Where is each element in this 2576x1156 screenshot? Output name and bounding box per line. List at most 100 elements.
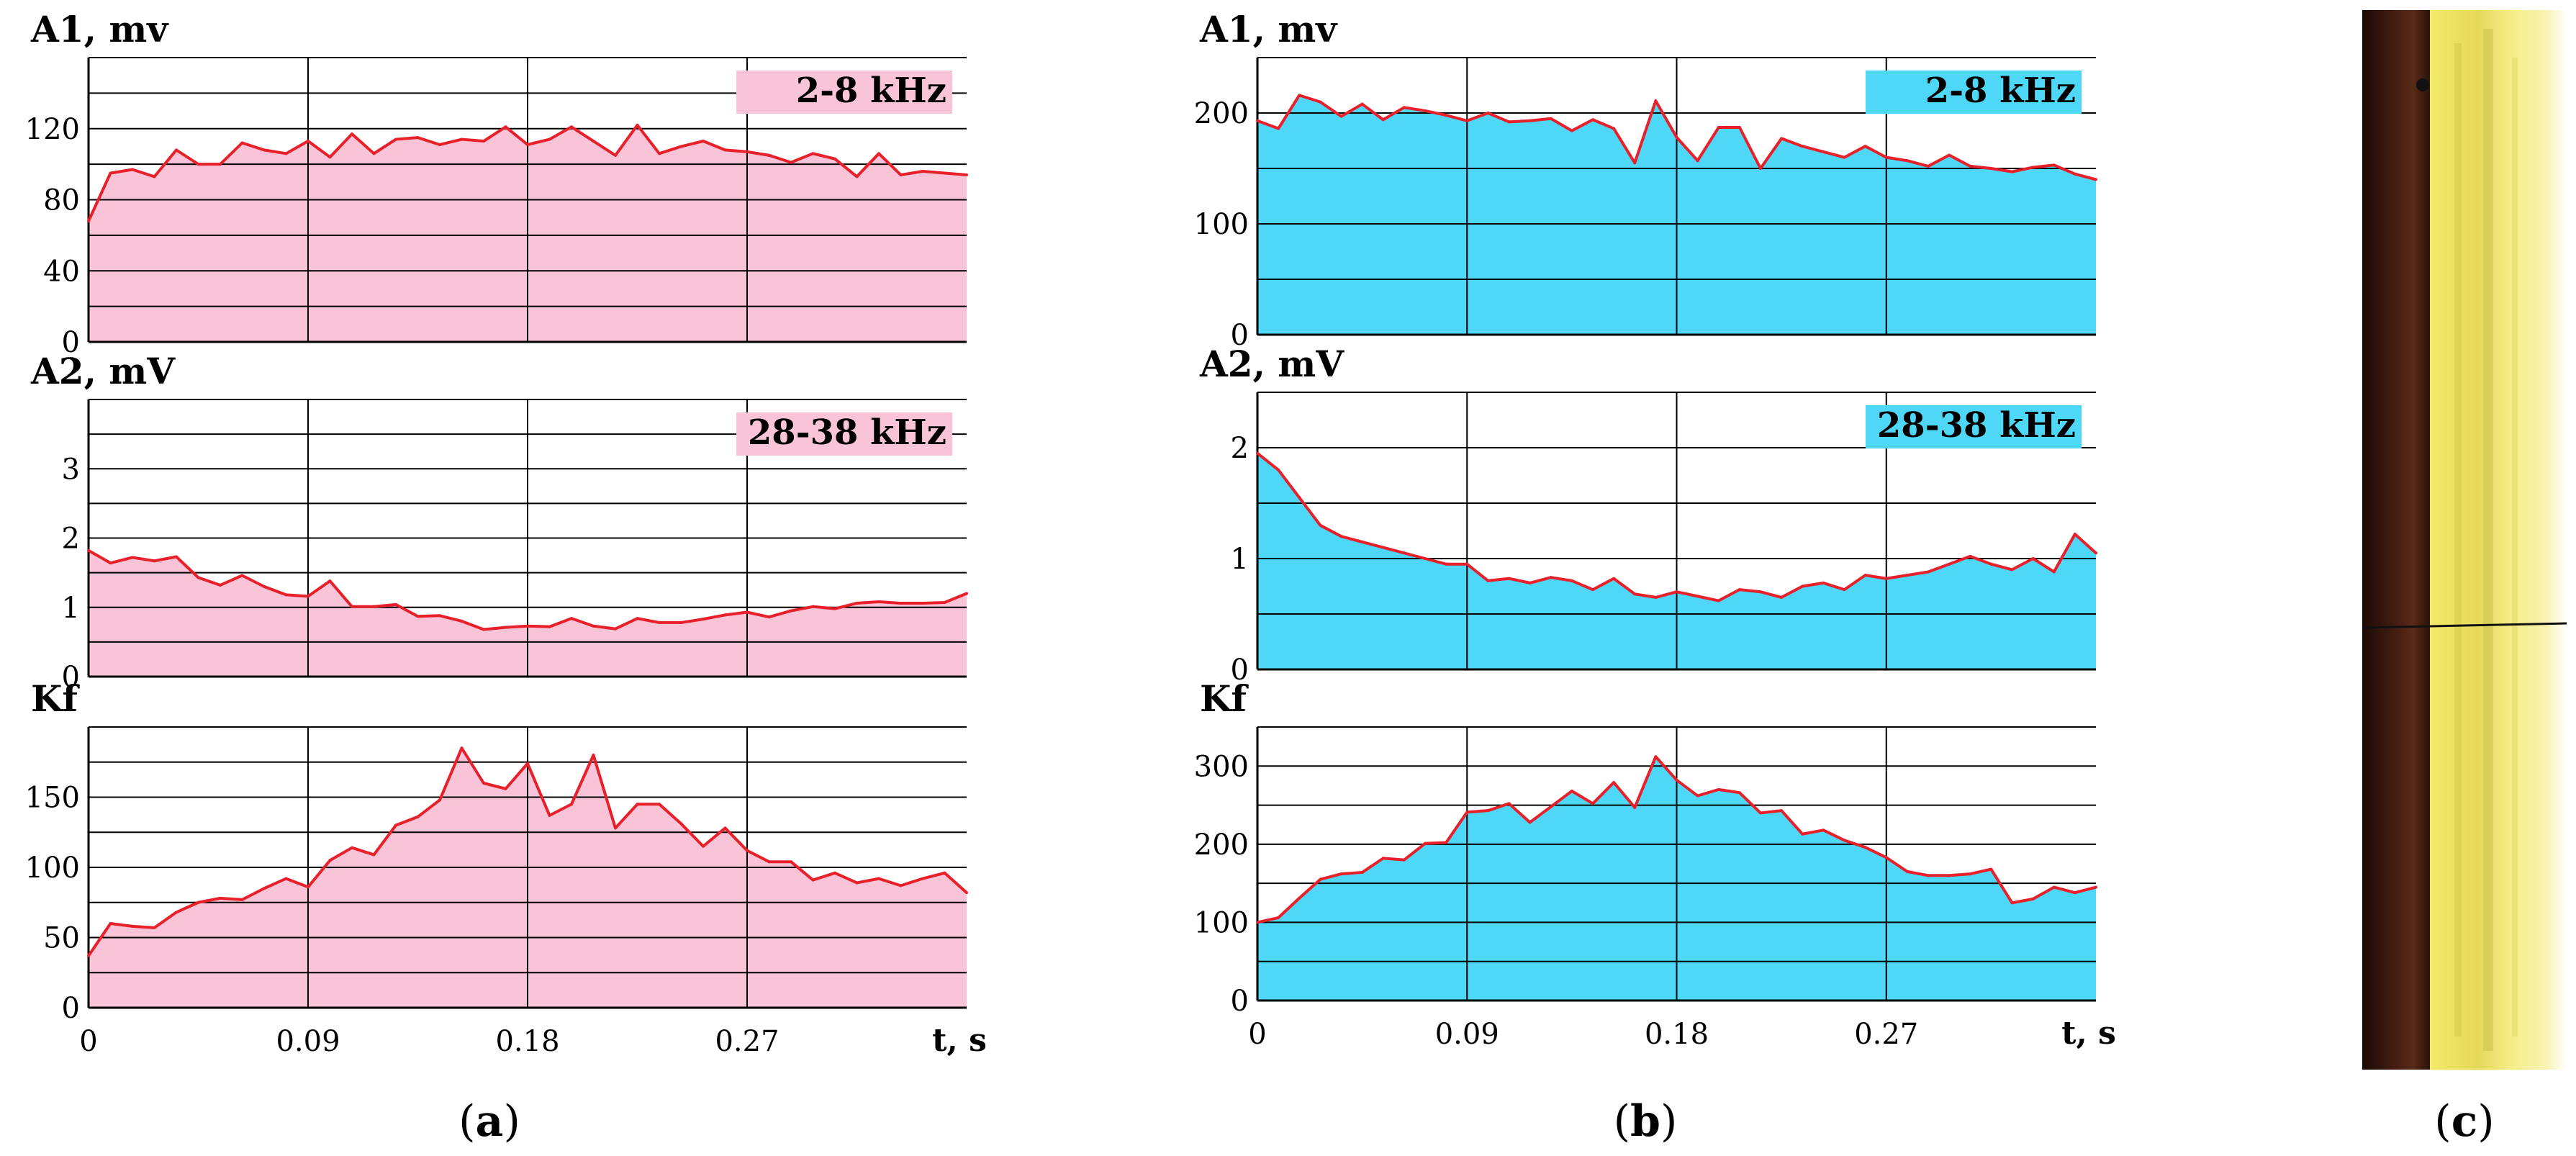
data-point [1633, 592, 1637, 596]
data-point [153, 559, 156, 563]
data-point [790, 161, 792, 164]
y-tick-label: 0 [62, 326, 80, 359]
band-label: 28-38 kHz [748, 412, 946, 453]
data-point [2073, 172, 2076, 176]
data-point [1319, 523, 1322, 527]
data-point [2073, 533, 2076, 536]
data-point [1905, 870, 1909, 873]
data-point [570, 125, 573, 129]
panel-label-c: (c) [2434, 1096, 2494, 1147]
data-point [1549, 805, 1553, 808]
y-tick-label: 40 [43, 255, 80, 288]
data-point [131, 168, 134, 171]
data-point [548, 813, 551, 817]
data-point [153, 175, 156, 179]
band-label: 28-38 kHz [1877, 405, 2076, 446]
data-point [307, 595, 309, 598]
data-point [1402, 858, 1406, 862]
data-point [416, 136, 420, 140]
y-tick-label: 300 [1194, 750, 1249, 783]
chart-b-4: 0 1 2 A2, mV 28-38 kHz [1199, 343, 2097, 687]
x-axis-label: t, s [932, 1022, 987, 1059]
data-point [196, 163, 200, 166]
data-point [460, 746, 464, 750]
y-tick-label: 2 [62, 523, 80, 556]
data-point [2073, 891, 2076, 895]
data-point [2031, 166, 2035, 169]
data-point [482, 140, 485, 143]
data-point [1445, 114, 1448, 117]
data-point [767, 615, 771, 619]
data-point [833, 157, 836, 161]
data-point [1759, 167, 1762, 170]
x-tick-label: 0.18 [1645, 1018, 1709, 1051]
data-point [1549, 576, 1553, 579]
data-point [87, 548, 90, 552]
data-point [1654, 595, 1658, 599]
data-point [855, 881, 859, 885]
data-point [899, 173, 903, 176]
data-point [1654, 755, 1658, 759]
data-point [1507, 802, 1511, 805]
data-point [219, 583, 222, 587]
y-axis-label: Kf [31, 677, 80, 720]
data-point [1528, 821, 1532, 824]
data-point [636, 617, 639, 620]
data-point [1465, 562, 1469, 566]
wood-grain-1 [2454, 43, 2462, 1037]
data-point [702, 140, 705, 143]
data-point [284, 152, 288, 155]
data-point [1780, 809, 1784, 813]
y-tick-label: 1 [1231, 543, 1249, 576]
data-point [394, 823, 397, 827]
data-point [1298, 496, 1301, 500]
data-point [1654, 99, 1658, 103]
data-point [833, 607, 836, 610]
data-point [1591, 588, 1594, 592]
data-point [702, 618, 705, 621]
data-point [1884, 856, 1888, 859]
data-point [87, 954, 90, 957]
data-point [1360, 870, 1364, 874]
data-point [1339, 114, 1343, 118]
panel-label-b: (b) [1614, 1096, 1678, 1147]
data-point [1863, 574, 1867, 577]
data-point [1381, 857, 1385, 860]
data-point [1905, 159, 1909, 163]
data-point [1717, 599, 1720, 602]
y-tick-label: 100 [1194, 208, 1249, 241]
wood-grain-3 [2512, 58, 2518, 1037]
chart-b-3: 0 100 200 A1, mv 2-8 kHz [1194, 8, 2097, 352]
data-point [2094, 178, 2097, 181]
data-point [1256, 451, 1259, 455]
data-point [1633, 161, 1637, 165]
data-point [526, 624, 529, 628]
data-point [746, 849, 749, 852]
band-label-bg [736, 71, 952, 114]
data-point [307, 885, 309, 889]
data-point [1360, 102, 1364, 106]
data-point [2010, 568, 2014, 572]
data-point [460, 137, 464, 141]
data-point [1381, 118, 1385, 122]
data-point [702, 844, 705, 848]
data-point [1696, 794, 1699, 798]
data-point [1927, 874, 1930, 877]
data-point [1969, 554, 1972, 558]
data-point [679, 620, 683, 624]
y-tick-label: 100 [25, 852, 80, 885]
data-point [1675, 135, 1678, 139]
data-point [372, 853, 376, 857]
y-tick-label: 0 [1231, 319, 1249, 352]
data-point [943, 601, 946, 605]
data-point [1780, 595, 1784, 599]
data-point [1424, 109, 1427, 112]
data-point [1948, 874, 1951, 877]
data-point [767, 860, 771, 864]
data-point [1927, 164, 1930, 168]
data-point [1737, 588, 1741, 592]
y-axis-label: Kf [1200, 677, 1249, 720]
data-point [1969, 164, 1972, 168]
data-point [1843, 588, 1846, 592]
data-point [833, 871, 836, 875]
